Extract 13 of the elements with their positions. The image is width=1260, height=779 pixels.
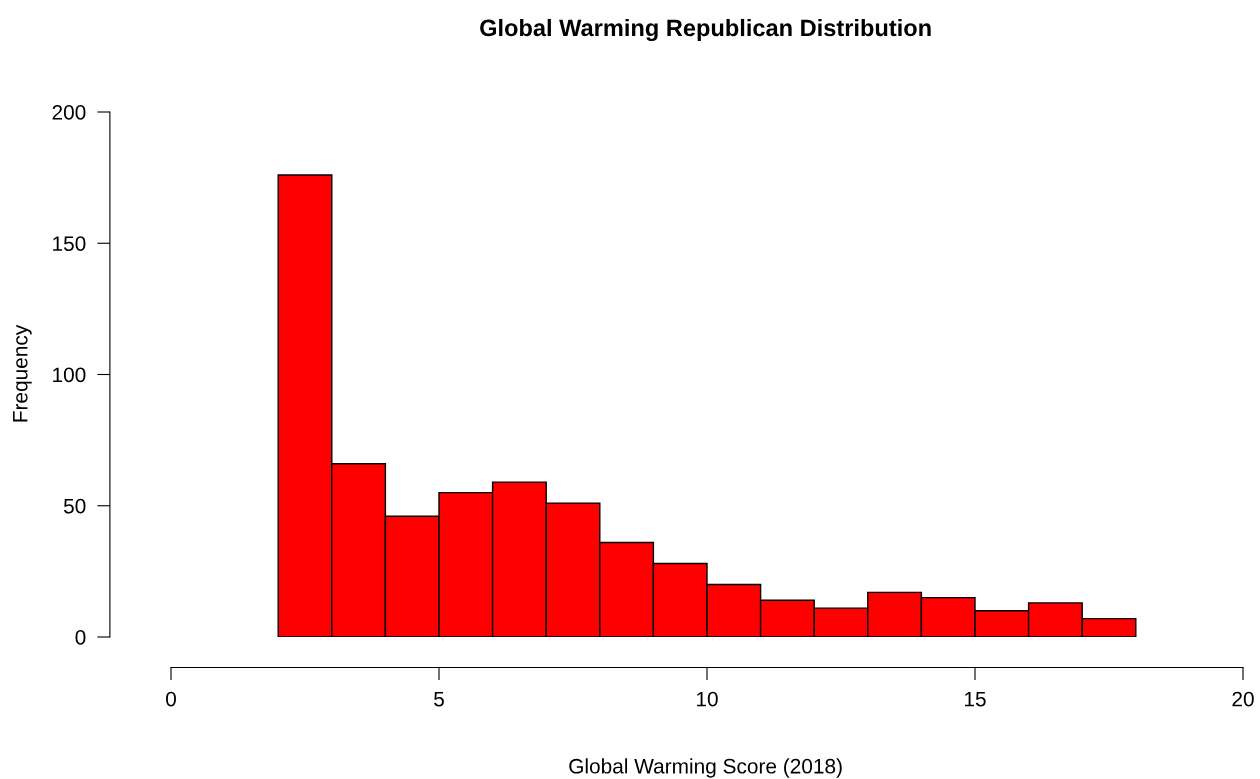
x-tick-label: 15 <box>965 691 986 707</box>
x-tick-label: 10 <box>697 691 718 707</box>
y-tick-label: 100 <box>53 367 86 383</box>
x-tick-label: 0 <box>166 691 176 707</box>
y-tick-label: 150 <box>53 236 86 251</box>
x-axis-title: Global Warming Score (2018) <box>569 758 842 778</box>
x-tick-label: 5 <box>434 691 444 707</box>
y-axis-title: Frequency <box>13 324 32 422</box>
x-tick-label: 20 <box>1232 691 1254 707</box>
y-tick-label: 0 <box>75 630 86 645</box>
chart-title: Global Warming Republican Distribution <box>480 18 931 42</box>
y-tick-label: 50 <box>63 498 86 514</box>
y-tick-label: 200 <box>52 105 86 120</box>
